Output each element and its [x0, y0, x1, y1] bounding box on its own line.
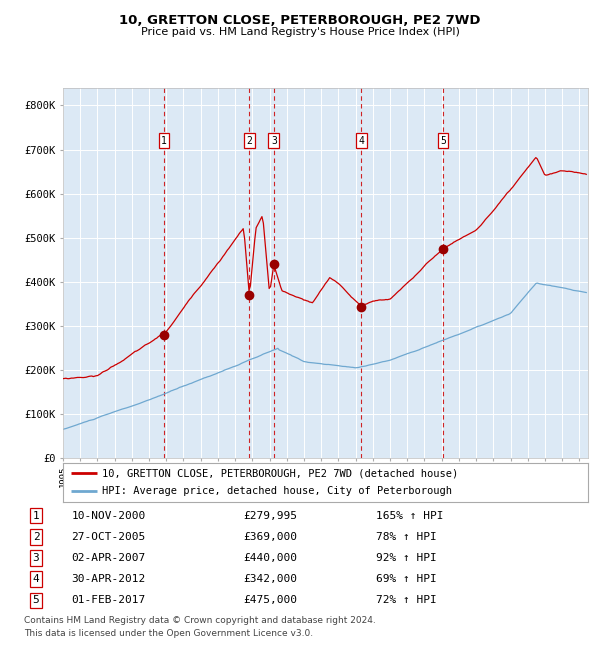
Text: 2: 2 [247, 136, 253, 146]
Text: £440,000: £440,000 [244, 553, 298, 563]
Text: 2: 2 [32, 532, 40, 542]
Text: HPI: Average price, detached house, City of Peterborough: HPI: Average price, detached house, City… [103, 486, 452, 496]
Text: 1: 1 [161, 136, 167, 146]
Text: 10, GRETTON CLOSE, PETERBOROUGH, PE2 7WD (detached house): 10, GRETTON CLOSE, PETERBOROUGH, PE2 7WD… [103, 469, 458, 478]
Text: £475,000: £475,000 [244, 595, 298, 605]
Text: 02-APR-2007: 02-APR-2007 [71, 553, 146, 563]
Text: 69% ↑ HPI: 69% ↑ HPI [376, 574, 437, 584]
Text: 5: 5 [32, 595, 40, 605]
Text: £279,995: £279,995 [244, 511, 298, 521]
Text: 4: 4 [358, 136, 364, 146]
Text: 3: 3 [32, 553, 40, 563]
Text: 92% ↑ HPI: 92% ↑ HPI [376, 553, 437, 563]
Text: 10, GRETTON CLOSE, PETERBOROUGH, PE2 7WD: 10, GRETTON CLOSE, PETERBOROUGH, PE2 7WD [119, 14, 481, 27]
Text: 78% ↑ HPI: 78% ↑ HPI [376, 532, 437, 542]
Text: 27-OCT-2005: 27-OCT-2005 [71, 532, 146, 542]
Text: 1: 1 [32, 511, 40, 521]
Text: £369,000: £369,000 [244, 532, 298, 542]
Text: Price paid vs. HM Land Registry's House Price Index (HPI): Price paid vs. HM Land Registry's House … [140, 27, 460, 37]
Text: Contains HM Land Registry data © Crown copyright and database right 2024.: Contains HM Land Registry data © Crown c… [24, 616, 376, 625]
Text: 72% ↑ HPI: 72% ↑ HPI [376, 595, 437, 605]
Text: 3: 3 [271, 136, 277, 146]
Text: 10-NOV-2000: 10-NOV-2000 [71, 511, 146, 521]
Text: £342,000: £342,000 [244, 574, 298, 584]
Text: 01-FEB-2017: 01-FEB-2017 [71, 595, 146, 605]
Text: This data is licensed under the Open Government Licence v3.0.: This data is licensed under the Open Gov… [24, 629, 313, 638]
Text: 30-APR-2012: 30-APR-2012 [71, 574, 146, 584]
Text: 4: 4 [32, 574, 40, 584]
Text: 5: 5 [440, 136, 446, 146]
Text: 165% ↑ HPI: 165% ↑ HPI [376, 511, 443, 521]
